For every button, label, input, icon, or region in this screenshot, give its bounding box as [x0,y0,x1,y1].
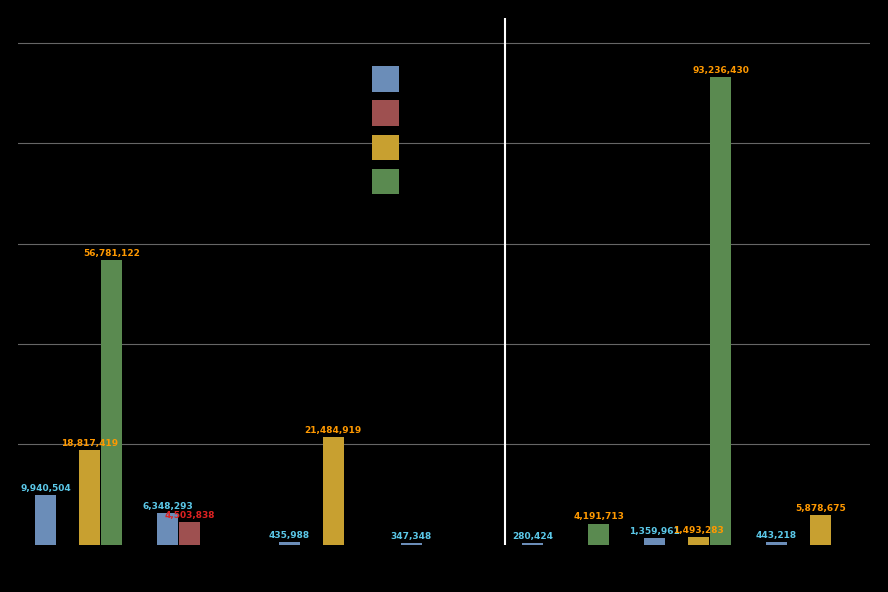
Bar [371,135,399,160]
Text: 5,878,675: 5,878,675 [795,504,845,513]
Text: 443,218: 443,218 [756,531,797,540]
Bar [810,515,831,545]
Bar [322,437,344,545]
Bar [371,101,399,126]
Bar [710,77,731,545]
Text: 9,940,504: 9,940,504 [20,484,71,493]
Text: 4,191,713: 4,191,713 [574,513,624,522]
Text: 435,988: 435,988 [269,532,310,540]
Bar [588,523,609,545]
Bar [688,537,709,545]
Bar [371,169,399,194]
Bar [371,66,399,92]
Bar [157,513,178,545]
Bar [179,522,200,545]
Bar [279,542,300,545]
Bar [101,260,122,545]
Bar [400,543,422,545]
Bar [766,542,787,545]
Text: 93,236,430: 93,236,430 [692,66,749,75]
Text: 1,493,283: 1,493,283 [673,526,724,535]
Bar [522,543,543,545]
Bar [79,450,100,545]
Bar [36,495,56,545]
Text: 4,503,838: 4,503,838 [164,511,215,520]
Text: 347,348: 347,348 [391,532,432,540]
Text: 280,424: 280,424 [512,532,553,541]
Text: 21,484,919: 21,484,919 [305,426,361,435]
Text: 1,359,961: 1,359,961 [630,527,680,536]
Bar [645,538,665,545]
Text: 56,781,122: 56,781,122 [83,249,140,258]
Text: 6,348,293: 6,348,293 [142,501,193,511]
Text: 18,817,419: 18,817,419 [61,439,118,448]
